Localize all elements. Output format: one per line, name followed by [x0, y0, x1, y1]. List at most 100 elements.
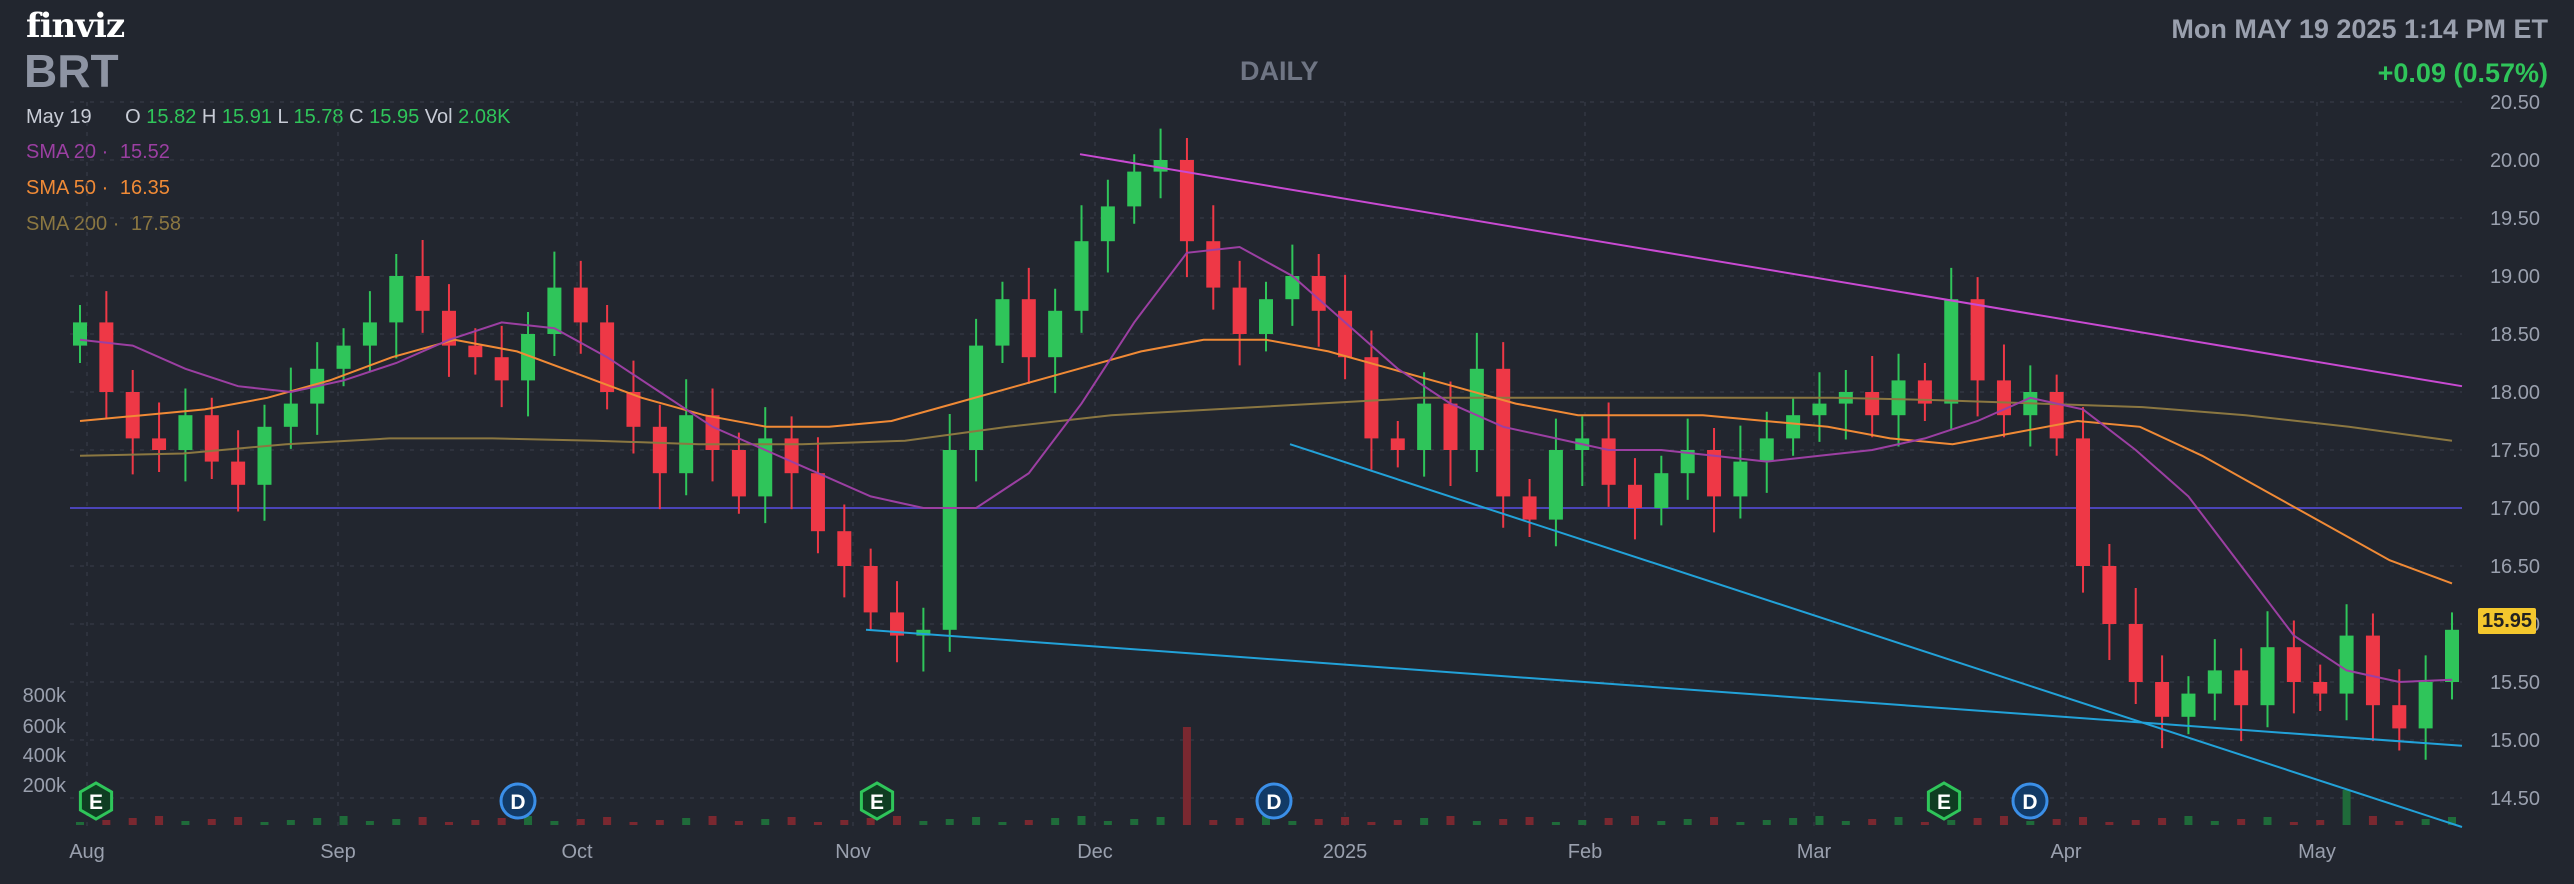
dividend-marker-icon — [2011, 782, 2049, 820]
candle-body — [863, 566, 878, 613]
candle-body — [1865, 392, 1880, 416]
candle-body — [1680, 450, 1695, 474]
volume-bar — [813, 822, 822, 825]
sma20-legend[interactable]: SMA 20 · 15.52 — [26, 141, 170, 163]
volume-bar — [761, 819, 770, 825]
volume-bar — [1472, 821, 1481, 825]
open-label: O — [125, 106, 141, 128]
volume-label: Vol — [424, 106, 453, 128]
volume-bar — [128, 818, 137, 825]
x-tick-label: 2025 — [1323, 841, 1368, 863]
low-label: L — [277, 106, 288, 128]
candle-body — [1548, 450, 1563, 520]
volume-bar — [1683, 819, 1692, 825]
candle-body — [890, 612, 905, 636]
volume-bar — [655, 820, 664, 825]
x-tick-label: May — [2298, 841, 2336, 863]
volume-tick-label: 800k — [23, 685, 67, 707]
candle-body — [1021, 299, 1036, 358]
candle-body — [2260, 647, 2275, 706]
ohlc-date: May 19 — [26, 106, 92, 128]
dividend-marker-label: D — [2022, 791, 2037, 814]
candle-body — [1496, 368, 1511, 497]
candle-body — [1469, 368, 1484, 450]
volume-bar — [2210, 821, 2219, 825]
x-tick-label: Aug — [69, 841, 105, 863]
last-price-tag: 15.95 — [2478, 608, 2536, 634]
volume-bar — [339, 816, 348, 825]
candle-body — [758, 438, 773, 497]
candle-body — [389, 276, 404, 323]
volume-bar — [1051, 818, 1060, 825]
x-tick-label: Mar — [1797, 841, 1832, 863]
candle-body — [415, 276, 430, 311]
candle-body — [283, 403, 298, 427]
volume-bar — [1657, 821, 1666, 825]
candle-body — [784, 438, 799, 474]
volume-bar — [2289, 822, 2298, 825]
volume-bar — [2263, 817, 2272, 825]
volume-bar — [998, 822, 1007, 825]
candle-body — [2049, 392, 2064, 439]
y-tick-label: 20.00 — [2490, 150, 2540, 172]
y-tick-label: 19.50 — [2490, 208, 2540, 230]
volume-bar — [1815, 816, 1824, 825]
candle-body — [1338, 310, 1353, 358]
volume-bar — [972, 817, 981, 825]
candle-body — [573, 287, 588, 323]
candle-body — [626, 392, 641, 427]
candle-body — [1232, 287, 1247, 334]
volume-bar — [919, 821, 928, 825]
y-tick-label: 18.00 — [2490, 382, 2540, 404]
sma50-legend[interactable]: SMA 50 · 16.35 — [26, 177, 170, 199]
volume-bar — [1630, 816, 1639, 825]
volume-bar — [102, 820, 111, 825]
candle-body — [2313, 682, 2328, 694]
volume-bar — [1262, 816, 1270, 825]
volume-bar — [1710, 817, 1719, 825]
candle-body — [652, 426, 667, 474]
candle-body — [99, 322, 114, 392]
y-tick-label: 14.50 — [2490, 788, 2540, 810]
candle-body — [731, 450, 746, 497]
volume-bar — [1209, 820, 1218, 825]
volume-bar — [2079, 817, 2088, 825]
x-tick-label: Dec — [1077, 841, 1113, 863]
x-tick-label: Sep — [320, 841, 356, 863]
candle-body — [995, 299, 1010, 346]
volume-bar — [1841, 821, 1850, 825]
candle-body — [1759, 438, 1774, 462]
candle-body — [2445, 629, 2459, 682]
volume-bar — [313, 818, 322, 825]
volume-bar — [1077, 816, 1086, 825]
candle-body — [810, 473, 825, 532]
earnings-marker-icon — [859, 781, 895, 821]
volume-bar — [392, 819, 401, 825]
candle-body — [1996, 380, 2011, 416]
volume-bar — [444, 822, 453, 825]
sma200-line — [79, 396, 2453, 457]
x-tick-label: Feb — [1568, 841, 1602, 863]
sma20-line — [79, 245, 2453, 684]
volume-tick-label: 200k — [23, 775, 67, 797]
y-tick-label: 15.00 — [2490, 730, 2540, 752]
volume-tick-label: 400k — [23, 745, 67, 767]
candle-body — [916, 629, 931, 636]
candle-body — [2418, 682, 2433, 729]
candle-body — [1179, 160, 1194, 242]
volume-bar — [893, 816, 902, 825]
volume-bar — [260, 822, 269, 825]
candle-body — [1522, 496, 1537, 520]
candle-body — [73, 322, 87, 346]
candle-body — [2234, 670, 2249, 706]
candle-body — [1443, 403, 1458, 450]
finviz-logo[interactable]: finviz — [26, 6, 125, 46]
candle-body — [2286, 647, 2301, 682]
volume-bar — [2421, 819, 2430, 825]
volume-bar — [945, 819, 954, 825]
high-value: 15.91 — [221, 106, 272, 128]
candle-body — [2392, 705, 2407, 729]
candle-body — [1417, 403, 1432, 450]
volume-bar — [1341, 817, 1350, 825]
